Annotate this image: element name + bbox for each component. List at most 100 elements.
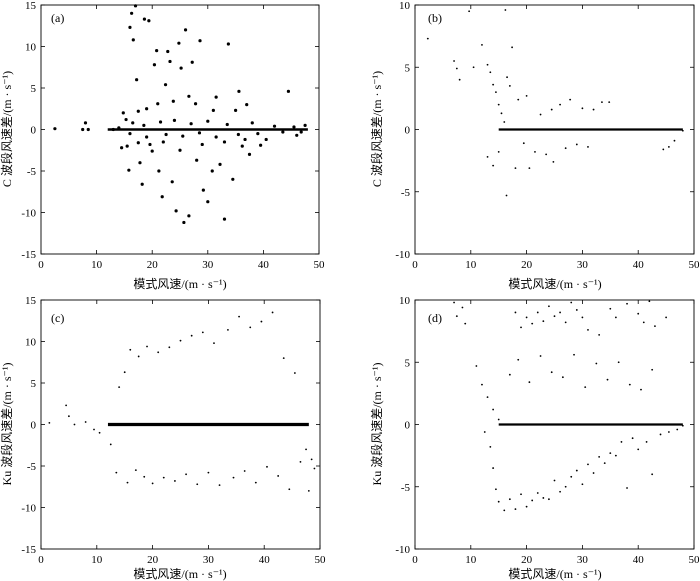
scatter-point-d: [570, 475, 573, 478]
scatter-point-d: [681, 424, 684, 427]
scatter-point-d: [665, 316, 667, 319]
scatter-point-a: [86, 127, 90, 132]
scatter-point-c: [305, 448, 307, 451]
scatter-point-d: [595, 362, 598, 365]
y-tick-label-a: 0: [31, 125, 37, 137]
x-axis-label-d: 模式风速/(m · s⁻¹): [508, 567, 601, 581]
scatter-point-d: [559, 311, 561, 314]
scatter-point-d: [598, 333, 601, 336]
scatter-point-d: [542, 497, 545, 499]
scatter-point-c: [68, 415, 70, 418]
scatter-point-c: [157, 351, 160, 354]
scatter-point-a: [156, 102, 160, 106]
scatter-point-d: [564, 321, 567, 324]
scatter-point-d: [550, 371, 553, 374]
y-tick-label-c: -5: [27, 461, 37, 473]
scatter-point-b: [522, 142, 525, 145]
scatter-point-a: [281, 130, 285, 134]
scatter-point-d: [581, 316, 584, 319]
scatter-point-d: [508, 498, 511, 501]
y-tick-label-d: 10: [399, 295, 411, 307]
scatter-point-c: [146, 345, 148, 348]
scatter-point-a: [124, 117, 128, 122]
panel-a: 0 10 20 30 40 50 -15 -10 -5 0 5 10 15 (a) 模式风速/(m · …: [0, 0, 325, 291]
scatter-point-c: [185, 473, 187, 476]
panel-label-a: (a): [51, 11, 64, 25]
scatter-point-a: [174, 209, 178, 213]
plot-area-c: 0 10 20 30 40 50 -15 -10 -5 0 5 10 15: [21, 295, 326, 566]
scatter-point-a: [187, 214, 191, 218]
y-tick-label-d: -10: [395, 544, 410, 556]
scatter-point-a: [264, 137, 268, 142]
scatter-point-c: [243, 470, 246, 472]
scatter-point-c: [98, 431, 101, 434]
scatter-point-d: [626, 487, 628, 489]
scatter-point-c: [196, 483, 199, 486]
scatter-point-d: [631, 437, 634, 440]
scatter-point-c: [293, 372, 296, 374]
y-tick-label-d: 0: [405, 420, 411, 432]
scatter-point-a: [179, 66, 183, 70]
scatter-point-a: [183, 28, 188, 32]
panel-label-b: (b): [428, 11, 442, 25]
x-tick-label-c: 30: [203, 554, 215, 566]
scatter-point-c: [48, 421, 51, 424]
scatter-point-b: [506, 76, 508, 79]
panel-label-c: (c): [51, 311, 64, 325]
scatter-point-b: [458, 78, 461, 81]
scatter-point-a: [201, 188, 205, 192]
scatter-point-d: [645, 441, 648, 443]
y-tick-label-c: -15: [21, 544, 36, 556]
x-axis-label-c: 模式风速/(m · s⁻¹): [133, 567, 226, 581]
scatter-point-c: [260, 320, 263, 323]
scatter-point-c: [137, 355, 140, 358]
scatter-point-a: [53, 127, 57, 131]
scatter-point-d: [528, 381, 531, 384]
scatter-point-d: [539, 355, 542, 357]
scatter-point-b: [552, 160, 555, 163]
scatter-point-b: [528, 167, 531, 169]
scatter-point-a: [299, 130, 303, 134]
scatter-point-a: [178, 148, 182, 152]
scatter-point-d: [581, 483, 584, 486]
panel-c: 0 10 20 30 40 50 -15 -10 -5 0 5 10 15 (c) 模式风速/(m · …: [0, 295, 326, 581]
scatter-point-a: [256, 132, 260, 136]
scatter-point-b: [495, 91, 497, 94]
scatter-point-c: [299, 460, 302, 463]
scatter-point-a: [135, 78, 139, 82]
panel-label-d: (d): [428, 311, 442, 325]
scatter-point-b: [575, 143, 578, 146]
scatter-point-d: [461, 306, 464, 309]
scatter-point-d: [486, 396, 489, 399]
scatter-point-a: [81, 127, 85, 132]
scatter-point-a: [214, 135, 218, 139]
scatter-point-b: [517, 98, 520, 101]
y-tick-label-d: -5: [401, 482, 411, 494]
scatter-point-d: [642, 321, 645, 324]
scatter-point-d: [548, 498, 550, 501]
scatter-point-c: [201, 331, 204, 334]
scatter-point-a: [198, 39, 202, 43]
scatter-point-c: [313, 467, 316, 470]
x-tick-label-a: 30: [202, 259, 214, 271]
scatter-point-c: [84, 421, 87, 423]
scatter-point-d: [525, 505, 528, 508]
scatter-point-d: [570, 301, 573, 304]
scatter-point-c: [190, 334, 193, 337]
scatter-point-c: [179, 339, 182, 342]
scatter-point-d: [628, 383, 631, 386]
scatter-point-d: [536, 492, 539, 494]
scatter-point-d: [483, 431, 486, 433]
scatter-point-a: [155, 49, 159, 53]
scatter-point-d: [575, 309, 578, 311]
scatter-point-d: [514, 508, 517, 511]
scatter-point-a: [158, 120, 163, 124]
scatter-point-c: [151, 482, 154, 485]
scatter-point-a: [131, 121, 135, 125]
x-tick-label-c: 10: [91, 554, 103, 566]
scatter-point-a: [171, 99, 175, 103]
scatter-point-d: [640, 388, 642, 391]
scatter-point-d: [553, 315, 556, 318]
scatter-point-d: [508, 373, 511, 376]
scatter-point-c: [271, 311, 274, 314]
